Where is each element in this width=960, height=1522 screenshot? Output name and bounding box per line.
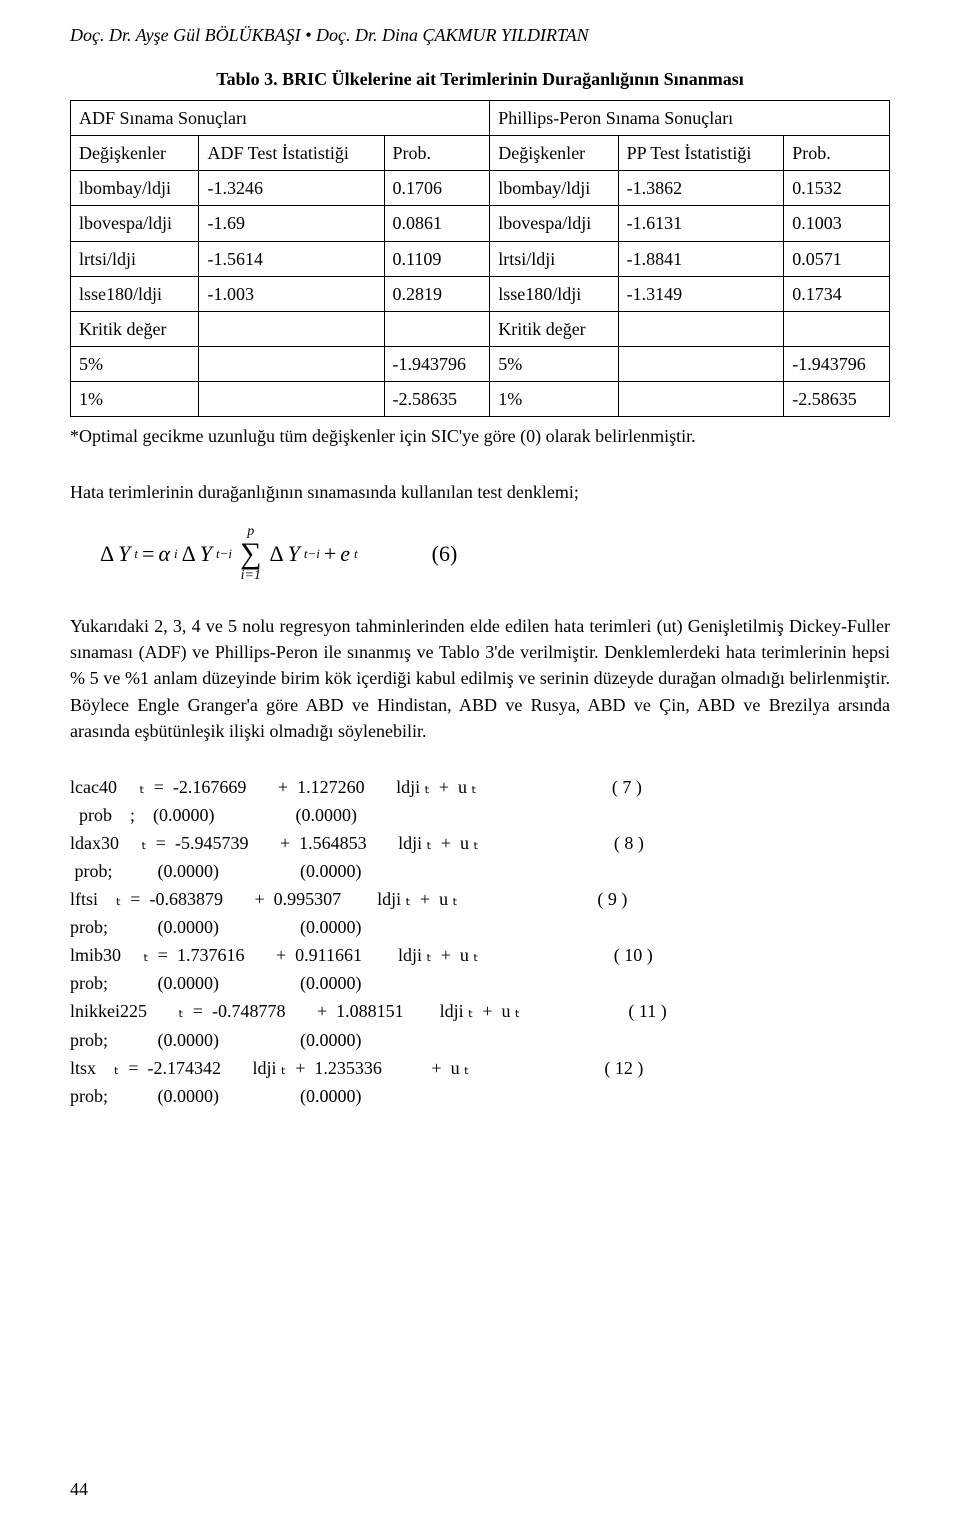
cell: 5% <box>71 346 199 381</box>
cell: lsse180/ldji <box>490 276 618 311</box>
eq-line: lcac40 ₜ = -2.167669 + 1.127260 ldji ₜ +… <box>70 774 890 800</box>
equation-6: ΔYt = αi ΔYt−i p ∑ i=1 ΔYt−i + et (6) <box>100 525 890 583</box>
cell: -1.5614 <box>199 241 384 276</box>
var-Y: Y <box>288 538 300 570</box>
cell <box>199 311 384 346</box>
table-row: lbombay/ldji -1.3246 0.1706 lbombay/ldji… <box>71 171 890 206</box>
table-sub-header: Değişkenler ADF Test İstatistiği Prob. D… <box>71 136 890 171</box>
var-alpha: α <box>158 538 170 570</box>
table-header-group: ADF Sınama Sonuçları Phillips-Peron Sına… <box>71 101 890 136</box>
cell: 0.0861 <box>384 206 490 241</box>
cell: -1.69 <box>199 206 384 241</box>
eq-line: prob; (0.0000) (0.0000) <box>70 970 890 996</box>
header-left: ADF Sınama Sonuçları <box>71 101 490 136</box>
eq-line: prob; (0.0000) (0.0000) <box>70 1027 890 1053</box>
delta-icon: Δ <box>100 538 114 570</box>
cell <box>618 346 784 381</box>
eq-line: lmib30 ₜ = 1.737616 + 0.911661 ldji ₜ + … <box>70 942 890 968</box>
cell: Kritik değer <box>490 311 618 346</box>
paragraph-intro-equation: Hata terimlerinin durağanlığının sınamas… <box>70 479 890 505</box>
delta-icon: Δ <box>269 538 283 570</box>
cell: lbombay/ldji <box>490 171 618 206</box>
equation-number: (6) <box>432 538 458 570</box>
cell: lbovespa/ldji <box>71 206 199 241</box>
sub-t: t <box>134 545 138 564</box>
cell: lbombay/ldji <box>71 171 199 206</box>
plus: + <box>324 538 336 570</box>
regression-equations: lcac40 ₜ = -2.167669 + 1.127260 ldji ₜ +… <box>70 774 890 1109</box>
sigma-lower: i=1 <box>241 569 261 583</box>
cell: -1.943796 <box>384 346 490 381</box>
col-right-stat: PP Test İstatistiği <box>618 136 784 171</box>
adf-pp-table: ADF Sınama Sonuçları Phillips-Peron Sına… <box>70 100 890 417</box>
cell: lbovespa/ldji <box>490 206 618 241</box>
cell <box>618 311 784 346</box>
cell: 0.2819 <box>384 276 490 311</box>
cell: 1% <box>71 381 199 416</box>
cell: 0.0571 <box>784 241 890 276</box>
col-left-stat: ADF Test İstatistiği <box>199 136 384 171</box>
delta-icon: Δ <box>182 538 196 570</box>
eq-line: ltsx ₜ = -2.174342 ldji ₜ + 1.235336 + u… <box>70 1055 890 1081</box>
sub-i: i <box>174 545 178 564</box>
cell: Kritik değer <box>71 311 199 346</box>
cell <box>199 346 384 381</box>
cell: 0.1734 <box>784 276 890 311</box>
cell: -1.3862 <box>618 171 784 206</box>
authors-line: Doç. Dr. Ayşe Gül BÖLÜKBAŞI • Doç. Dr. D… <box>70 22 890 48</box>
table-row: lrtsi/ldji -1.5614 0.1109 lrtsi/ldji -1.… <box>71 241 890 276</box>
cell <box>199 381 384 416</box>
table-row: lsse180/ldji -1.003 0.2819 lsse180/ldji … <box>71 276 890 311</box>
cell: -1.6131 <box>618 206 784 241</box>
eq-line: ldax30 ₜ = -5.945739 + 1.564853 ldji ₜ +… <box>70 830 890 856</box>
eq-line: prob ; (0.0000) (0.0000) <box>70 802 890 828</box>
col-left-prob: Prob. <box>384 136 490 171</box>
col-right-var: Değişkenler <box>490 136 618 171</box>
eq-line: lnikkei225 ₜ = -0.748778 + 1.088151 ldji… <box>70 998 890 1024</box>
eq-line: lftsi ₜ = -0.683879 + 0.995307 ldji ₜ + … <box>70 886 890 912</box>
cell <box>384 311 490 346</box>
cell: -1.3149 <box>618 276 784 311</box>
var-e: e <box>340 538 350 570</box>
paragraph-discussion: Yukarıdaki 2, 3, 4 ve 5 nolu regresyon t… <box>70 613 890 743</box>
table-row: lbovespa/ldji -1.69 0.0861 lbovespa/ldji… <box>71 206 890 241</box>
var-Y: Y <box>118 538 130 570</box>
table-row: 5% -1.943796 5% -1.943796 <box>71 346 890 381</box>
cell <box>784 311 890 346</box>
sub-t-minus-i: t−i <box>304 545 320 564</box>
eq-line: prob; (0.0000) (0.0000) <box>70 1083 890 1109</box>
sub-t-minus-i: t−i <box>216 545 232 564</box>
cell: 0.1532 <box>784 171 890 206</box>
page-number: 44 <box>70 1476 88 1502</box>
eq-line: prob; (0.0000) (0.0000) <box>70 914 890 940</box>
sigma-sum: p ∑ i=1 <box>240 525 261 583</box>
cell: 5% <box>490 346 618 381</box>
cell: -2.58635 <box>784 381 890 416</box>
sigma-icon: ∑ <box>240 539 261 569</box>
header-right: Phillips-Peron Sınama Sonuçları <box>490 101 890 136</box>
cell: -1.8841 <box>618 241 784 276</box>
cell: 0.1109 <box>384 241 490 276</box>
cell: lrtsi/ldji <box>71 241 199 276</box>
cell: 0.1003 <box>784 206 890 241</box>
cell: -1.943796 <box>784 346 890 381</box>
cell: 0.1706 <box>384 171 490 206</box>
table-note: *Optimal gecikme uzunluğu tüm değişkenle… <box>70 423 890 449</box>
var-Y: Y <box>200 538 212 570</box>
col-right-prob: Prob. <box>784 136 890 171</box>
cell: -1.3246 <box>199 171 384 206</box>
table-title: Tablo 3. BRIC Ülkelerine ait Terimlerini… <box>70 66 890 92</box>
table-row: 1% -2.58635 1% -2.58635 <box>71 381 890 416</box>
equals: = <box>142 538 154 570</box>
sub-t: t <box>354 545 358 564</box>
cell: 1% <box>490 381 618 416</box>
col-left-var: Değişkenler <box>71 136 199 171</box>
cell <box>618 381 784 416</box>
cell: lsse180/ldji <box>71 276 199 311</box>
cell: lrtsi/ldji <box>490 241 618 276</box>
table-row: Kritik değer Kritik değer <box>71 311 890 346</box>
cell: -1.003 <box>199 276 384 311</box>
eq-line: prob; (0.0000) (0.0000) <box>70 858 890 884</box>
cell: -2.58635 <box>384 381 490 416</box>
